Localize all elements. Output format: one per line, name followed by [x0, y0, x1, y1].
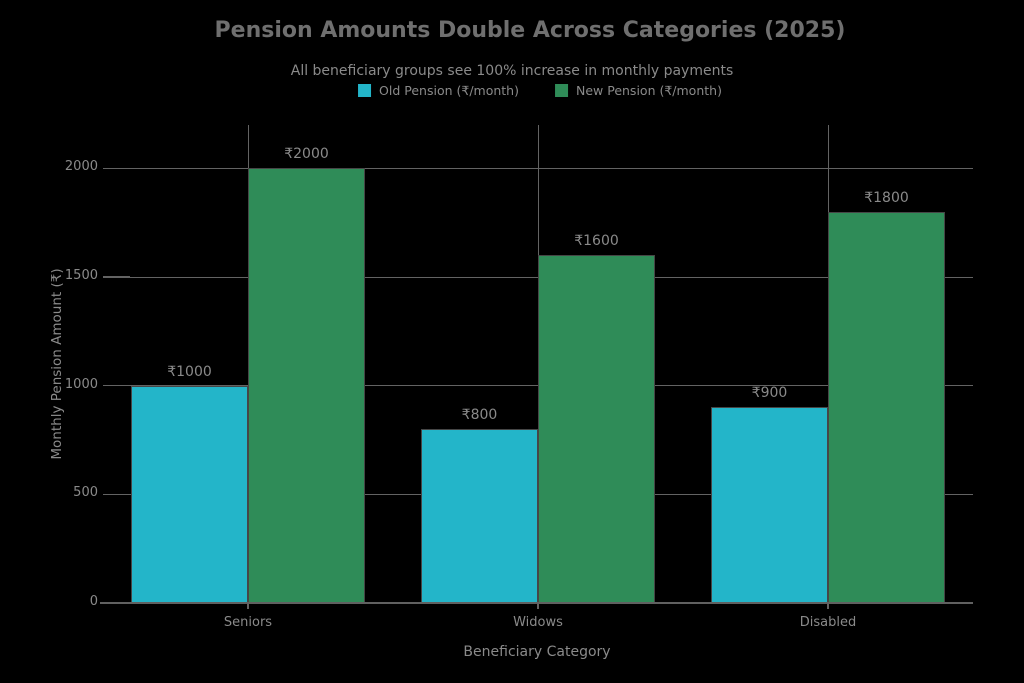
x-tick-label: Seniors	[223, 615, 273, 630]
bar-value-label: ₹1600	[574, 233, 619, 250]
bar-old-pension	[711, 407, 828, 603]
bar-value-label: ₹2000	[284, 146, 329, 163]
bar-new-pension	[828, 211, 945, 603]
bar-value-label: ₹800	[461, 407, 498, 424]
x-tick-label: Disabled	[799, 615, 857, 630]
bar-value-label: ₹900	[751, 385, 788, 402]
y-tick-label: 2000	[64, 159, 98, 175]
legend: Old Pension (₹/month) New Pension (₹/mont…	[358, 83, 722, 98]
y-tick-label: 500	[73, 485, 98, 501]
chart-title: Pension Amounts Double Across Categories…	[214, 18, 846, 43]
gridline-horizontal	[130, 167, 973, 169]
legend-label: Old Pension (₹/month)	[379, 83, 519, 98]
bar-value-label: ₹1800	[864, 189, 909, 206]
x-axis-tick	[537, 603, 539, 609]
y-tick-label: 0	[89, 594, 98, 609]
legend-swatch-icon	[358, 84, 372, 97]
legend-item: Old Pension (₹/month)	[358, 83, 519, 98]
bar-value-label: ₹1000	[167, 363, 212, 380]
bar-old-pension	[421, 429, 538, 603]
bar-new-pension	[538, 255, 655, 603]
legend-swatch-icon	[554, 84, 568, 97]
x-axis-tick	[827, 603, 829, 609]
legend-item: New Pension (₹/month)	[554, 83, 722, 98]
chart-subtitle: All beneficiary groups see 100% increase…	[290, 63, 734, 79]
x-axis-line	[100, 602, 973, 604]
y-axis-tick	[103, 493, 130, 496]
y-axis-tick	[103, 276, 130, 278]
bar-old-pension	[131, 385, 248, 603]
y-axis-tick	[103, 384, 130, 387]
legend-label: New Pension (₹/month)	[575, 83, 722, 98]
y-axis-tick	[103, 167, 130, 170]
y-tick-label: 1000	[64, 376, 98, 392]
x-axis-title: Beneficiary Category	[463, 644, 611, 660]
plot-area: 0 500 1000 1500 2000 Seniors Widows Disabled ₹10…	[65, 125, 973, 630]
y-axis-title: Monthly Pension Amount (₹)	[49, 268, 65, 460]
bar-new-pension	[248, 168, 365, 603]
x-tick-label: Widows	[513, 615, 563, 630]
x-axis-tick	[247, 603, 249, 609]
y-tick-label: 1500	[64, 268, 98, 284]
